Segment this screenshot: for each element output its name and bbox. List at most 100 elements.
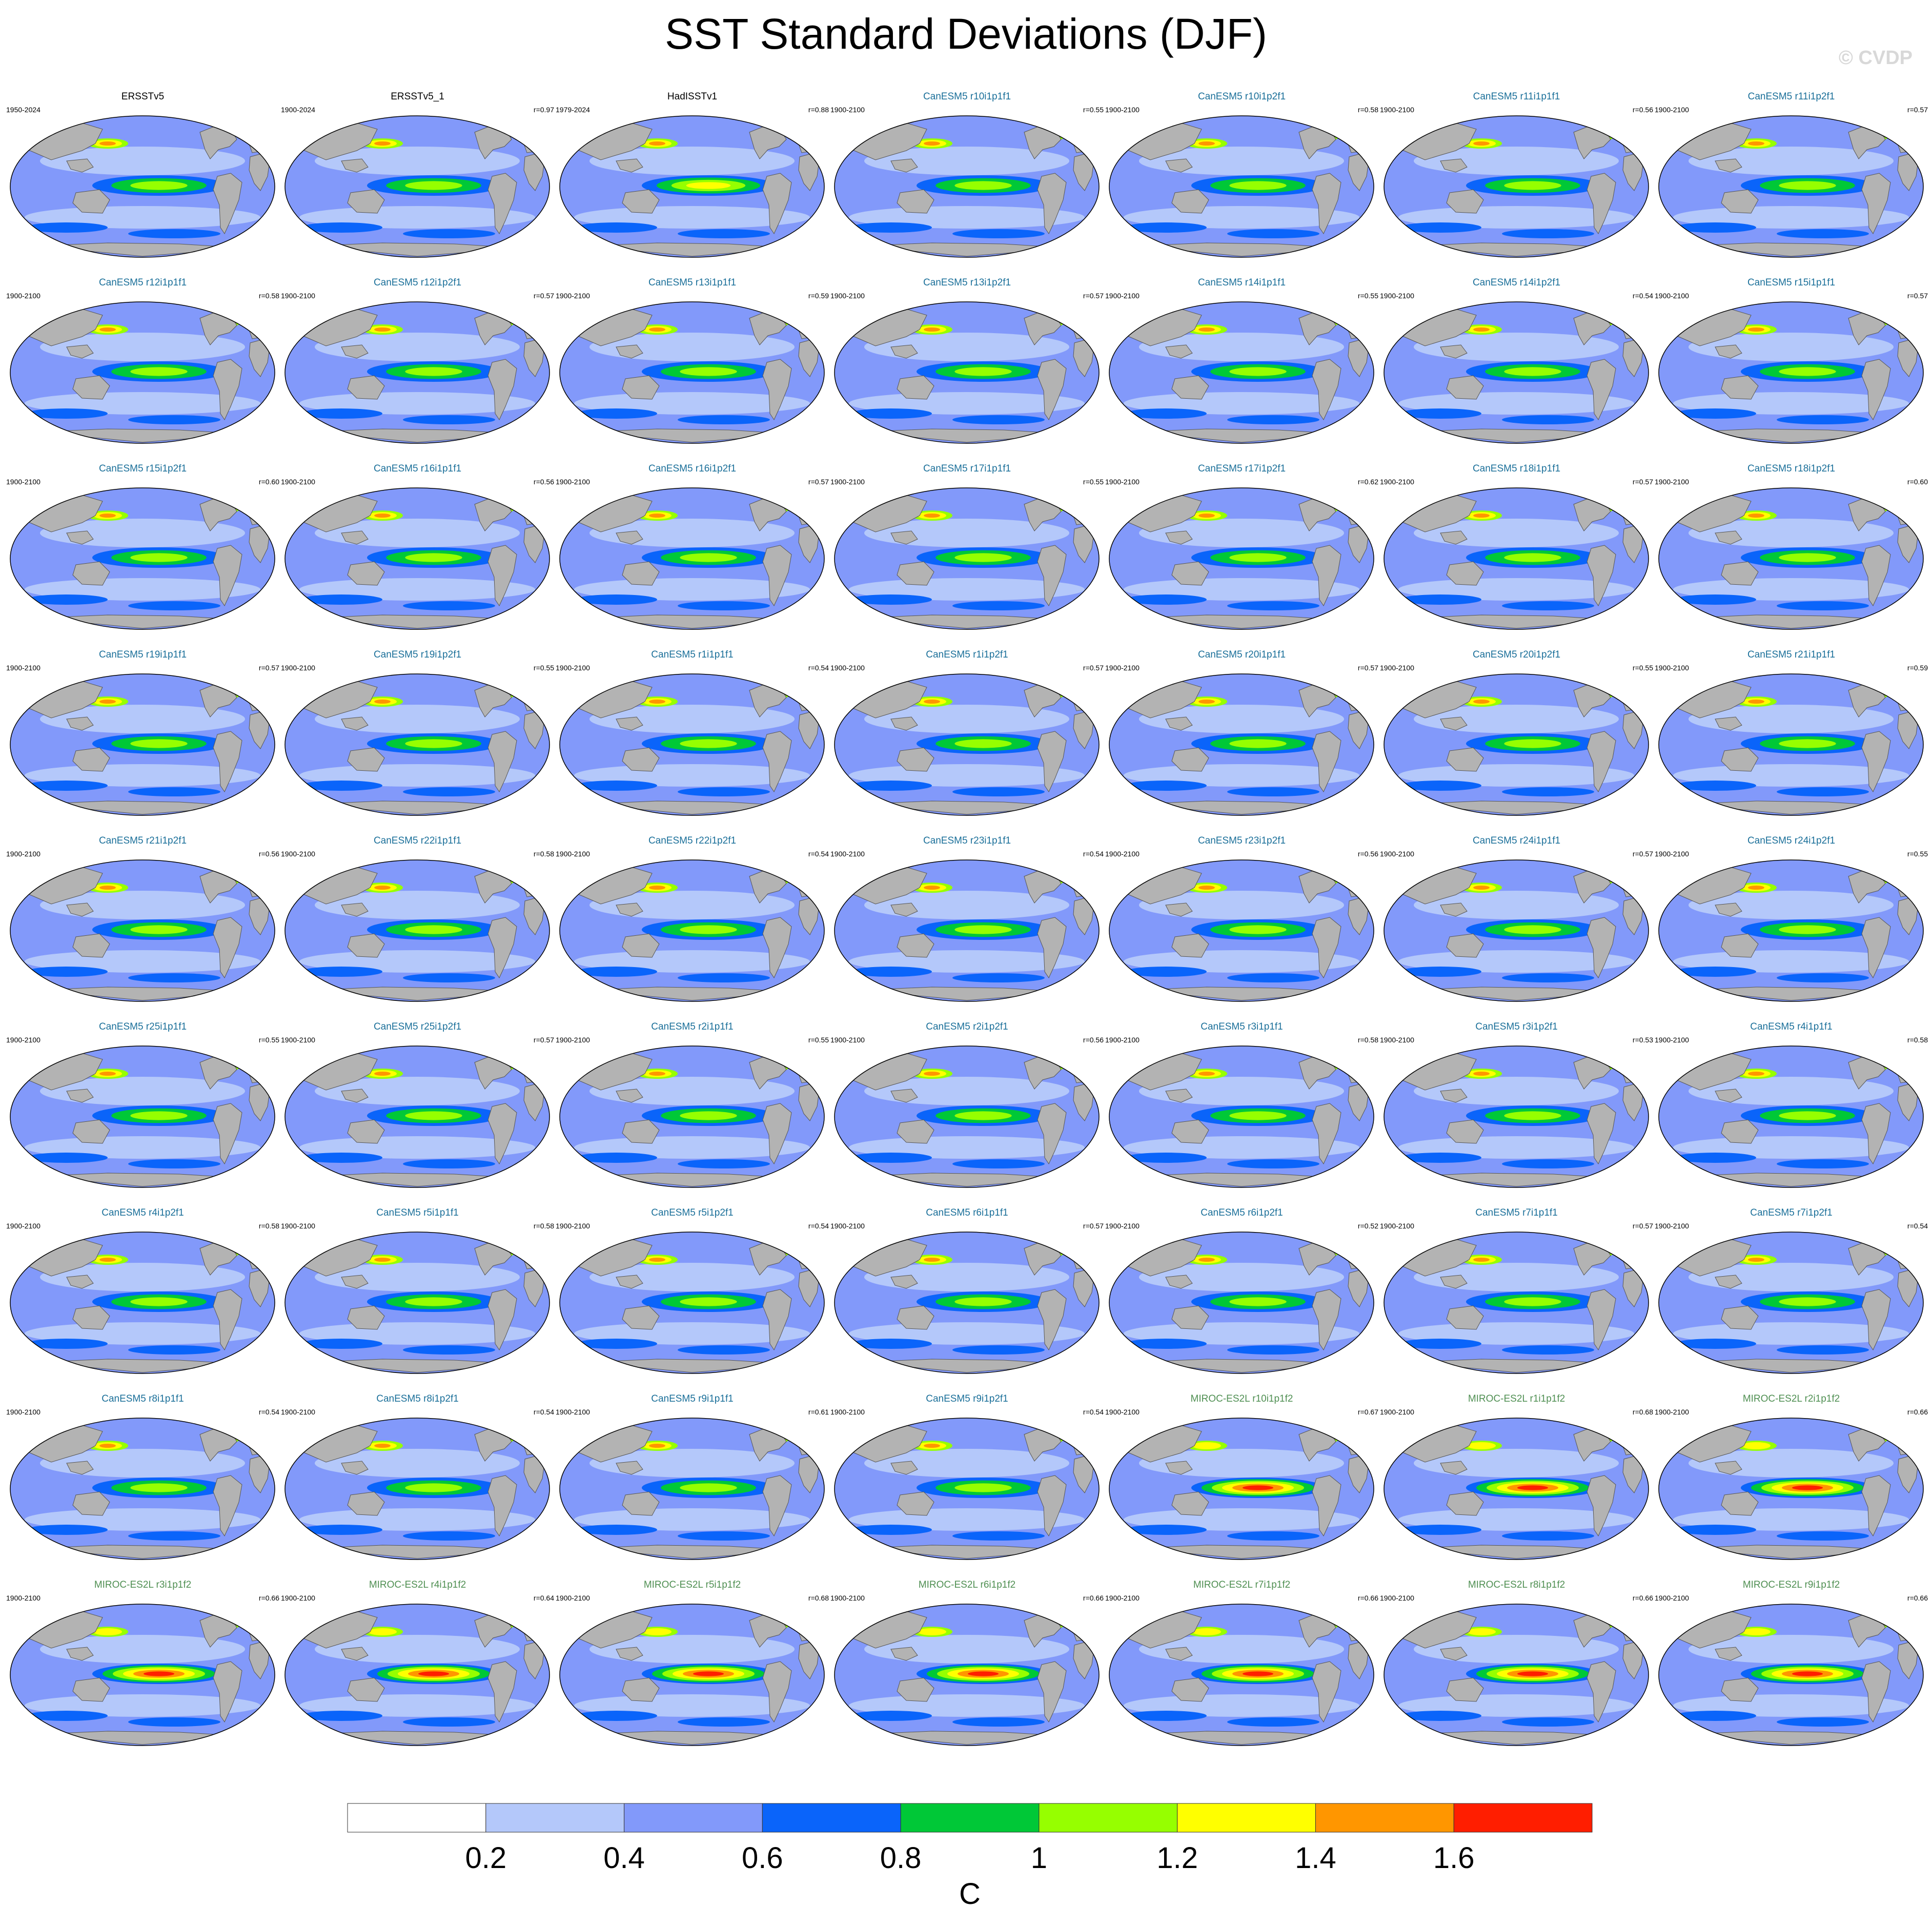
sst-map bbox=[1384, 859, 1649, 1002]
sst-map bbox=[1658, 673, 1924, 816]
land-mass bbox=[585, 1173, 796, 1187]
sst-contour bbox=[26, 1339, 108, 1349]
land-mass bbox=[72, 1305, 110, 1330]
land-mass bbox=[1312, 173, 1341, 235]
sst-map bbox=[284, 859, 550, 1002]
panel-pattern-correlation: r=0.55 bbox=[1907, 850, 1928, 858]
panel-period: 1900-2100 bbox=[6, 850, 40, 858]
sst-contour bbox=[1227, 1717, 1319, 1727]
enso-contour bbox=[954, 1111, 1012, 1120]
map-border bbox=[834, 1418, 1100, 1560]
land-mass bbox=[890, 344, 918, 359]
land-mass bbox=[35, 1731, 247, 1745]
land-mass bbox=[230, 302, 249, 312]
panel-period: 1900-2100 bbox=[1655, 850, 1689, 858]
enso-contour bbox=[1243, 1671, 1273, 1676]
colorbar-swatch bbox=[1177, 1803, 1316, 1833]
land-mass bbox=[1684, 1173, 1895, 1187]
land-mass bbox=[897, 561, 934, 586]
panel-title: CanESM5 r14i1p1f1 bbox=[1197, 277, 1286, 288]
sst-map bbox=[1109, 673, 1374, 816]
enso-contour bbox=[954, 1483, 1012, 1492]
sst-contour bbox=[678, 973, 770, 982]
north-pacific-contour bbox=[1748, 327, 1764, 332]
panel-period: 1900-2100 bbox=[1105, 850, 1140, 858]
map-border bbox=[1384, 1232, 1649, 1374]
sst-map bbox=[1109, 487, 1374, 630]
sst-contour bbox=[403, 1159, 495, 1168]
panel-title: MIROC-ES2L r1i1p1f2 bbox=[1468, 1393, 1565, 1404]
sst-map bbox=[10, 1418, 275, 1560]
panel-period: 1950-2024 bbox=[6, 106, 40, 114]
land-mass bbox=[341, 1647, 369, 1661]
map-border bbox=[834, 1232, 1100, 1374]
sst-contour bbox=[1227, 601, 1319, 610]
land-mass bbox=[310, 987, 521, 1001]
land-mass bbox=[1409, 242, 1620, 257]
land-mass bbox=[1721, 1491, 1759, 1516]
sst-contour bbox=[300, 408, 382, 419]
enso-contour bbox=[954, 181, 1012, 190]
sst-contour bbox=[952, 601, 1045, 610]
north-pacific-contour bbox=[649, 1072, 665, 1076]
sst-map bbox=[284, 1604, 550, 1746]
land-mass bbox=[1440, 530, 1468, 545]
colorbar-swatch bbox=[1039, 1803, 1178, 1833]
panel-period: 1900-2100 bbox=[6, 292, 40, 300]
panel-period: 1900-2100 bbox=[6, 1222, 40, 1230]
colorbar-tick-label: 0.2 bbox=[465, 1841, 506, 1875]
panel-pattern-correlation: r=0.58 bbox=[1907, 1036, 1928, 1044]
panel-title: MIROC-ES2L r9i1p1f2 bbox=[1742, 1579, 1840, 1590]
land-mass bbox=[1446, 1491, 1484, 1516]
land-mass bbox=[1312, 545, 1341, 607]
sst-contour bbox=[1674, 967, 1756, 977]
enso-contour bbox=[1504, 181, 1561, 190]
land-mass bbox=[585, 1731, 796, 1745]
sst-contour bbox=[26, 967, 108, 977]
land-mass bbox=[1587, 917, 1616, 979]
land-mass bbox=[622, 933, 660, 958]
sst-contour bbox=[952, 787, 1045, 796]
north-pacific-contour bbox=[1192, 1442, 1221, 1449]
enso-contour bbox=[1792, 1671, 1823, 1676]
panel-title: CanESM5 r18i1p1f1 bbox=[1472, 463, 1561, 474]
panel-period: 1900-2100 bbox=[281, 1222, 315, 1230]
sst-contour bbox=[1777, 1159, 1869, 1168]
land-mass bbox=[1037, 1475, 1067, 1537]
land-mass bbox=[341, 1461, 369, 1475]
sst-contour bbox=[1125, 781, 1207, 791]
panel-period: 1900-2100 bbox=[1105, 1222, 1140, 1230]
sst-map bbox=[834, 1045, 1100, 1188]
enso-contour bbox=[405, 181, 462, 190]
land-mass bbox=[1587, 173, 1616, 235]
sst-contour bbox=[300, 594, 382, 605]
land-mass bbox=[72, 747, 110, 772]
enso-contour bbox=[1229, 553, 1287, 562]
sst-contour bbox=[575, 594, 657, 605]
map-border bbox=[1658, 1604, 1924, 1746]
panel-pattern-correlation: r=0.58 bbox=[258, 292, 279, 300]
land-mass bbox=[1440, 1647, 1468, 1661]
map-panel: CanESM5 r19i1p2f1 1900-2100 r=0.55 bbox=[280, 648, 555, 833]
panel-title: CanESM5 r23i1p1f1 bbox=[923, 835, 1011, 846]
map-border bbox=[559, 487, 825, 630]
land-mass bbox=[1446, 933, 1484, 958]
sst-map bbox=[284, 115, 550, 258]
land-mass bbox=[1715, 1647, 1742, 1661]
sst-map bbox=[1384, 673, 1649, 816]
sst-contour bbox=[1502, 1345, 1594, 1355]
panel-title: CanESM5 r6i1p2f1 bbox=[1201, 1207, 1283, 1218]
panel-title: CanESM5 r2i1p1f1 bbox=[651, 1021, 734, 1032]
sst-map bbox=[1384, 301, 1649, 444]
panel-title: CanESM5 r4i1p1f1 bbox=[1750, 1021, 1833, 1032]
panel-title: MIROC-ES2L r8i1p1f2 bbox=[1468, 1579, 1565, 1590]
enso-contour bbox=[130, 1483, 188, 1492]
sst-map bbox=[1658, 487, 1924, 630]
sst-contour bbox=[1125, 222, 1207, 233]
enso-contour bbox=[1779, 925, 1836, 934]
panel-period: 1900-2100 bbox=[281, 478, 315, 486]
sst-map bbox=[1109, 1604, 1374, 1746]
map-border bbox=[834, 301, 1100, 444]
enso-contour bbox=[1229, 925, 1287, 934]
enso-contour bbox=[130, 1297, 188, 1306]
